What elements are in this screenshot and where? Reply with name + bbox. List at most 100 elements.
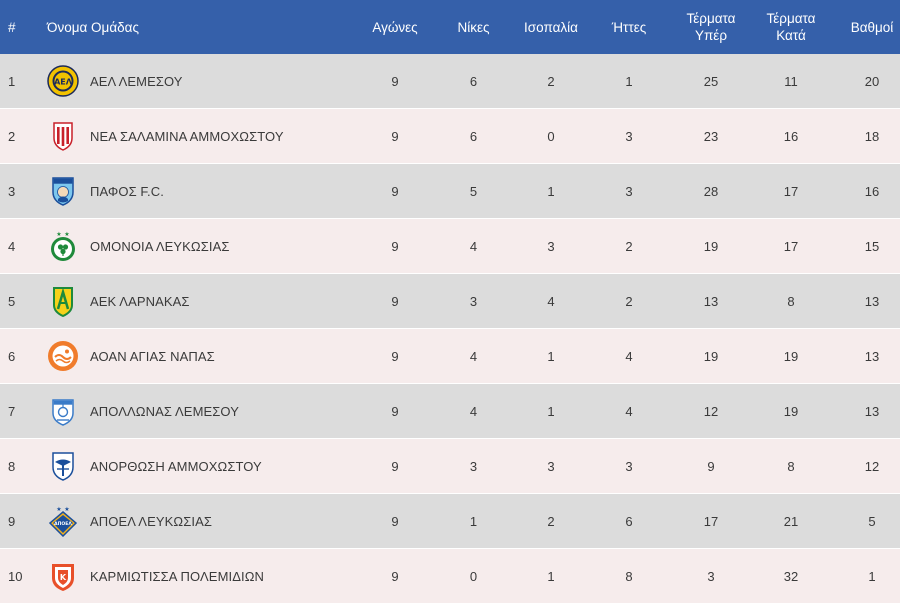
row-points: 20	[864, 73, 880, 89]
row-losses: 8	[625, 568, 633, 584]
row-draws: 0	[547, 128, 555, 144]
row-draws: 2	[547, 513, 555, 529]
row-position: 2	[8, 128, 16, 144]
team-cell[interactable]: ★ ★ ΟΜΟΝΟΙΑ ΛΕΥΚΩΣΙΑΣ	[45, 230, 355, 262]
table-row[interactable]: 8 ΑΝΟΡΘΩΣΗ ΑΜΜΟΧΩΣΤΟΥ 9 3 3 3 9 8 12	[0, 439, 900, 494]
row-points: 16	[864, 183, 880, 199]
aoan-crest-icon	[47, 340, 79, 372]
row-losses: 3	[625, 128, 633, 144]
row-goals-against: 19	[783, 403, 799, 419]
row-wins: 3	[469, 293, 478, 309]
header-played[interactable]: Αγώνες	[372, 19, 418, 35]
team-name[interactable]: ΑΟΑΝ ΑΓΙΑΣ ΝΑΠΑΣ	[90, 348, 215, 364]
omonoia-crest-icon: ★ ★	[47, 230, 79, 262]
row-goals-for: 28	[703, 183, 719, 199]
row-played: 9	[391, 458, 399, 474]
team-name[interactable]: ΑΕΚ ΛΑΡΝΑΚΑΣ	[90, 293, 190, 309]
team-name[interactable]: ΑΠΟΕΛ ΛΕΥΚΩΣΙΑΣ	[90, 513, 212, 529]
row-losses: 3	[625, 458, 633, 474]
team-cell[interactable]: ΑΝΟΡΘΩΣΗ ΑΜΜΟΧΩΣΤΟΥ	[45, 450, 355, 482]
team-cell[interactable]: ★ ★ ΑΠΟΕΛ ΑΠΟΕΛ ΛΕΥΚΩΣΙΑΣ	[45, 505, 355, 537]
row-points: 18	[864, 128, 880, 144]
header-position[interactable]: #	[8, 19, 16, 35]
row-goals-against: 16	[783, 128, 799, 144]
team-cell[interactable]: ΠΑΦΟΣ F.C.	[45, 175, 355, 207]
table-row[interactable]: 7 ΑΠΟΛΛΩΝΑΣ ΛΕΜΕΣΟΥ 9 4 1 4 12 19 13	[0, 384, 900, 439]
svg-text:ΑΕΛ: ΑΕΛ	[54, 78, 73, 87]
team-name[interactable]: ΟΜΟΝΟΙΑ ΛΕΥΚΩΣΙΑΣ	[90, 238, 230, 254]
team-cell[interactable]: ΝΕΑ ΣΑΛΑΜΙΝΑ ΑΜΜΟΧΩΣΤΟΥ	[45, 120, 355, 152]
row-position: 9	[8, 513, 16, 529]
team-cell[interactable]: ΑΕΛ ΑΕΛ ΛΕΜΕΣΟΥ	[45, 65, 355, 97]
header-wins[interactable]: Νίκες	[457, 19, 490, 35]
row-wins: 0	[469, 568, 478, 584]
row-goals-for: 3	[707, 568, 715, 584]
table-row[interactable]: 9 ★ ★ ΑΠΟΕΛ ΑΠΟΕΛ ΛΕΥΚΩΣΙΑΣ 9 1 2 6 17 21 5	[0, 494, 900, 549]
row-goals-for: 17	[703, 513, 719, 529]
pafos-crest-icon	[47, 175, 79, 207]
row-played: 9	[391, 403, 399, 419]
row-losses: 4	[625, 348, 633, 364]
team-name[interactable]: ΑΕΛ ΛΕΜΕΣΟΥ	[90, 73, 183, 89]
karmiotissa-crest-icon: K	[47, 560, 79, 592]
team-name[interactable]: ΚΑΡΜΙΩΤΙΣΣΑ ΠΟΛΕΜΙΔΙΩΝ	[90, 568, 265, 584]
row-position: 8	[8, 458, 16, 474]
table-row[interactable]: 6 ΑΟΑΝ ΑΓΙΑΣ ΝΑΠΑΣ 9 4 1 4 19 19 13	[0, 329, 900, 384]
row-wins: 4	[469, 348, 478, 364]
row-losses: 6	[625, 513, 633, 529]
row-position: 7	[8, 403, 16, 419]
table-row[interactable]: 2 ΝΕΑ ΣΑΛΑΜΙΝΑ ΑΜΜΟΧΩΣΤΟΥ 9 6 0 3 23 16 18	[0, 109, 900, 164]
row-played: 9	[391, 238, 399, 254]
row-goals-against: 8	[787, 458, 795, 474]
row-goals-against: 17	[783, 183, 799, 199]
row-goals-against: 11	[784, 73, 798, 89]
team-name[interactable]: ΝΕΑ ΣΑΛΑΜΙΝΑ ΑΜΜΟΧΩΣΤΟΥ	[90, 128, 284, 144]
team-cell[interactable]: ΑΠΟΛΛΩΝΑΣ ΛΕΜΕΣΟΥ	[45, 395, 355, 427]
table-row[interactable]: 10 K ΚΑΡΜΙΩΤΙΣΣΑ ΠΟΛΕΜΙΔΙΩΝ 9 0 1 8 3 32 1	[0, 549, 900, 604]
row-played: 9	[391, 513, 399, 529]
row-losses: 2	[625, 293, 633, 309]
team-name[interactable]: ΑΠΟΛΛΩΝΑΣ ΛΕΜΕΣΟΥ	[90, 403, 239, 419]
header-goals-against[interactable]: Τέρματα Κατά	[766, 11, 816, 43]
row-position: 3	[8, 183, 16, 199]
row-position: 6	[8, 348, 16, 364]
header-losses[interactable]: Ήττες	[611, 19, 647, 35]
row-draws: 4	[547, 293, 555, 309]
team-cell[interactable]: ΑΕΚ ΛΑΡΝΑΚΑΣ	[45, 285, 355, 317]
row-wins: 6	[469, 73, 478, 89]
row-position: 4	[8, 238, 16, 254]
row-points: 13	[864, 293, 880, 309]
anorthosis-crest-icon	[47, 450, 79, 482]
row-played: 9	[391, 183, 399, 199]
table-row[interactable]: 5 ΑΕΚ ΛΑΡΝΑΚΑΣ 9 3 4 2 13 8 13	[0, 274, 900, 329]
row-goals-against: 17	[783, 238, 799, 254]
row-points: 15	[864, 238, 880, 254]
row-losses: 3	[625, 183, 633, 199]
row-goals-for: 19	[703, 238, 719, 254]
team-cell[interactable]: ΑΟΑΝ ΑΓΙΑΣ ΝΑΠΑΣ	[45, 340, 355, 372]
row-wins: 1	[469, 513, 478, 529]
svg-text:★: ★	[64, 231, 69, 238]
table-row[interactable]: 3 ΠΑΦΟΣ F.C. 9 5 1 3 28 17 16	[0, 164, 900, 219]
apoel-crest-icon: ★ ★ ΑΠΟΕΛ	[47, 505, 79, 537]
team-cell[interactable]: K ΚΑΡΜΙΩΤΙΣΣΑ ΠΟΛΕΜΙΔΙΩΝ	[45, 560, 355, 592]
row-goals-for: 9	[707, 458, 715, 474]
header-points[interactable]: Βαθμοί	[850, 19, 894, 35]
row-wins: 5	[469, 183, 478, 199]
row-goals-against: 19	[783, 348, 799, 364]
team-name[interactable]: ΑΝΟΡΘΩΣΗ ΑΜΜΟΧΩΣΤΟΥ	[90, 458, 262, 474]
table-body: 1 ΑΕΛ ΑΕΛ ΛΕΜΕΣΟΥ 9 6 2 1 25 11 20 2 ΝΕΑ ΣΑΛΑΜΙΝΑ Α…	[0, 54, 900, 604]
header-team-name[interactable]: Όνομα Ομάδας	[47, 19, 139, 35]
header-draws[interactable]: Ισοπαλία	[524, 19, 578, 35]
row-goals-for: 25	[703, 73, 719, 89]
team-name[interactable]: ΠΑΦΟΣ F.C.	[90, 183, 164, 199]
row-played: 9	[391, 293, 399, 309]
nea-salamina-crest-icon	[47, 120, 79, 152]
row-played: 9	[391, 568, 399, 584]
table-row[interactable]: 4 ★ ★ ΟΜΟΝΟΙΑ ΛΕΥΚΩΣΙΑΣ 9 4 3 2 19 17 15	[0, 219, 900, 274]
header-goals-for[interactable]: Τέρματα Υπέρ	[686, 11, 736, 43]
svg-text:★: ★	[56, 506, 61, 513]
table-row[interactable]: 1 ΑΕΛ ΑΕΛ ΛΕΜΕΣΟΥ 9 6 2 1 25 11 20	[0, 54, 900, 109]
row-position: 5	[8, 293, 16, 309]
row-losses: 1	[625, 73, 633, 89]
